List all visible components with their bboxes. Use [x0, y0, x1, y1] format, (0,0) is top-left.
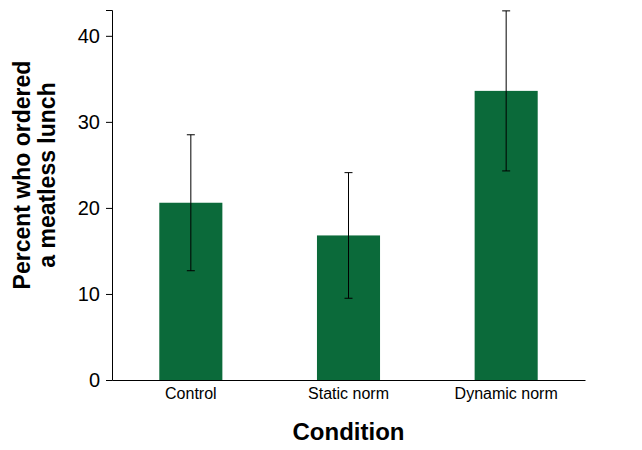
error-bar-line [506, 11, 507, 171]
error-bar-line [345, 172, 353, 173]
tick: 20 [78, 197, 112, 219]
error-bar-line [187, 270, 195, 271]
error-bar-line [502, 170, 510, 171]
error-bar-line [187, 134, 195, 135]
y-axis-title-line: Percent who ordered [9, 61, 35, 290]
tick-label: Static norm [308, 385, 389, 402]
plot: 0 10 20 30 40 Control Static norm Dynamic norm [78, 11, 586, 403]
tick-label: 0 [89, 369, 100, 391]
tick-label: 20 [78, 197, 100, 219]
tick-mark [106, 36, 112, 37]
tick: 10 [78, 283, 112, 305]
tick-label: 40 [78, 25, 100, 47]
tick: 30 [78, 111, 112, 133]
error-bar-line [502, 10, 510, 11]
error-bar [502, 11, 510, 171]
error-bar [187, 135, 195, 271]
axis-line [106, 11, 113, 381]
error-bar-line [345, 298, 353, 299]
error-bar-line [348, 173, 349, 299]
tick-mark [106, 122, 112, 123]
axis-line [113, 380, 586, 381]
tick-mark [106, 294, 112, 295]
marks [159, 11, 537, 380]
chart: 010203040ControlStatic normDynamic normC… [0, 0, 642, 450]
y-axis-title: Percent who ordereda meatless lunch [9, 61, 60, 290]
y-axis-title-line: a meatless lunch [34, 82, 60, 267]
x-axis-title: Condition [293, 418, 405, 445]
error-bar [345, 173, 353, 299]
tick: Static norm [308, 380, 389, 402]
x-axis: Control Static norm Dynamic norm [113, 380, 586, 402]
tick: Dynamic norm [455, 380, 558, 402]
tick: 40 [78, 25, 112, 47]
tick-mark [106, 380, 112, 381]
y-axis: 0 10 20 30 40 [78, 11, 113, 391]
tick-mark [106, 208, 112, 209]
tick-label: 30 [78, 111, 100, 133]
tick-label: Control [165, 385, 217, 402]
tick-label: 10 [78, 283, 100, 305]
tick: 0 [89, 369, 112, 391]
tick-label: Dynamic norm [455, 385, 558, 402]
error-bar-line [190, 135, 191, 271]
tick: Control [165, 380, 217, 402]
